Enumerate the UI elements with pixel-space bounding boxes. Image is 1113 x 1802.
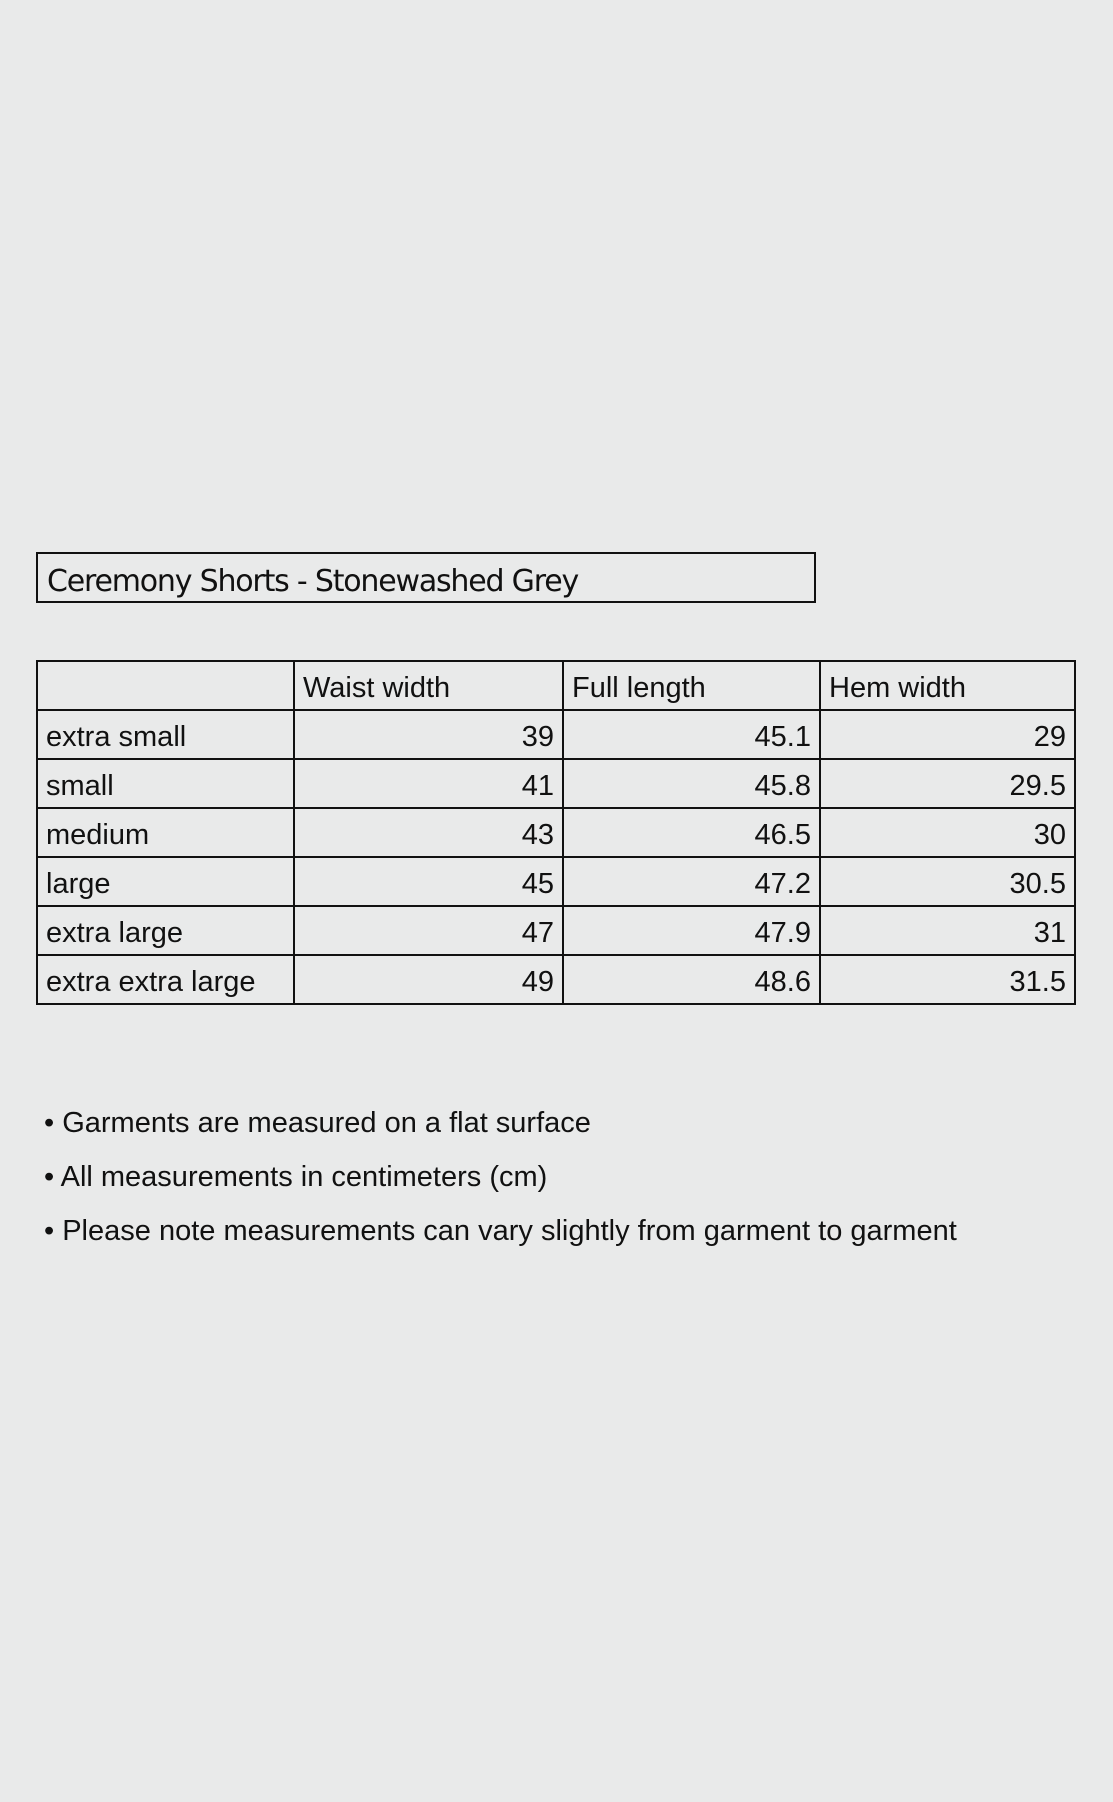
measurement-cell: 31.5 [819,954,1076,1005]
size-label-cell: medium [36,807,295,858]
table-row: extra small 39 45.1 29 [36,709,1076,760]
measurement-cell: 45 [293,856,564,907]
note-item: • Garments are measured on a flat surfac… [44,1107,591,1139]
measurement-cell: 47.2 [562,856,821,907]
measurement-cell: 45.1 [562,709,821,760]
measurement-cell: 47.9 [562,905,821,956]
size-label-cell: extra large [36,905,295,956]
column-header: Hem width [819,660,1076,711]
title-box: Ceremony Shorts - Stonewashed Grey [36,552,816,603]
measurement-cell: 46.5 [562,807,821,858]
size-label-cell: large [36,856,295,907]
notes-list: • Garments are measured on a flat surfac… [44,1103,957,1265]
note-item: • Please note measurements can vary slig… [44,1215,957,1247]
table-row: extra extra large 49 48.6 31.5 [36,954,1076,1005]
column-header: Full length [562,660,821,711]
column-header [36,660,295,711]
page-title: Ceremony Shorts - Stonewashed Grey [47,564,579,599]
measurement-cell: 43 [293,807,564,858]
column-header: Waist width [293,660,564,711]
table-row: medium 43 46.5 30 [36,807,1076,858]
measurement-cell: 30 [819,807,1076,858]
table-row: small 41 45.8 29.5 [36,758,1076,809]
size-chart-table: Waist width Full length Hem width extra sma… [36,660,1076,1005]
measurement-cell: 41 [293,758,564,809]
measurement-cell: 39 [293,709,564,760]
measurement-cell: 30.5 [819,856,1076,907]
measurement-cell: 29 [819,709,1076,760]
size-label-cell: extra extra large [36,954,295,1005]
measurement-cell: 47 [293,905,564,956]
note-item: • All measurements in centimeters (cm) [44,1161,548,1193]
measurement-cell: 48.6 [562,954,821,1005]
size-label-cell: small [36,758,295,809]
table-row: large 45 47.2 30.5 [36,856,1076,907]
measurement-cell: 31 [819,905,1076,956]
table-row: extra large 47 47.9 31 [36,905,1076,956]
measurement-cell: 45.8 [562,758,821,809]
header-row: Waist width Full length Hem width [36,660,1076,711]
measurement-cell: 49 [293,954,564,1005]
size-label-cell: extra small [36,709,295,760]
measurement-cell: 29.5 [819,758,1076,809]
